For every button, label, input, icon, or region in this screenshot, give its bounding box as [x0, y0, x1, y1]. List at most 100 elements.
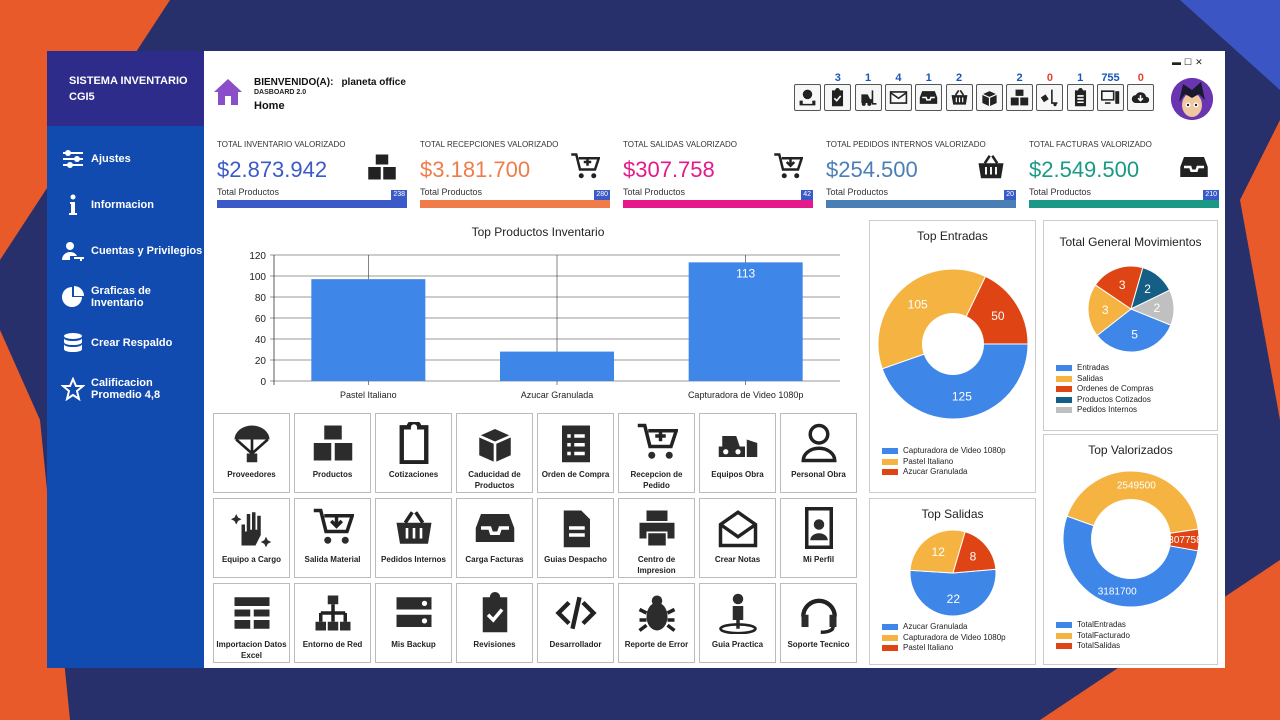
tile-pedidos-internos[interactable]: Pedidos Internos [375, 498, 452, 578]
minimize-button[interactable]: ▬ [1172, 57, 1184, 67]
tile-caducidad-de-productos[interactable]: Caducidad de Productos [456, 413, 533, 493]
sliders-icon [63, 150, 83, 168]
sidebar-item-user-key[interactable]: Cuentas y Privilegios [47, 228, 204, 274]
toolbar-button-forklift[interactable] [854, 84, 882, 111]
tile-revisiones[interactable]: Revisiones [456, 583, 533, 663]
database-icon [64, 333, 82, 352]
slice-label: 307758 [1168, 535, 1202, 546]
donut-chart: 125 105 50 [877, 268, 1029, 420]
tile-guia-practica[interactable]: Guia Practica [699, 583, 776, 663]
legend-label: Capturadora de Video 1080p [903, 446, 1006, 455]
toolbar-button-basket[interactable] [945, 84, 973, 111]
tile-orden-de-compra[interactable]: Orden de Compra [537, 413, 614, 493]
clipboard-check-icon [482, 592, 508, 633]
inbox-icon [919, 91, 938, 104]
tile-label: Mi Perfil [802, 555, 835, 564]
kpi-title: TOTAL SALIDAS VALORIZADO [623, 140, 737, 149]
money-tray-icon [799, 89, 816, 106]
sidebar-item-pie-chart[interactable]: Graficas de Inventario [47, 274, 204, 320]
toolbar-badge: 1 [925, 72, 932, 84]
legend-item: Ordenes de Compras [1056, 384, 1153, 395]
basket-icon [951, 89, 967, 105]
welcome-line: BIENVENIDO(A): planeta office [254, 77, 406, 88]
restore-button[interactable]: ☐ [1184, 57, 1196, 67]
y-tick-label: 120 [249, 251, 266, 262]
kpi-bar [623, 200, 813, 208]
header: BIENVENIDO(A): planeta office DASBOARD 2.… [204, 51, 1225, 129]
tile-carga-facturas[interactable]: Carga Facturas [456, 498, 533, 578]
toolbar-button-open-box[interactable] [975, 84, 1003, 111]
slice-label: 50 [991, 309, 1005, 323]
legend-label: Azucar Granulada [903, 467, 968, 476]
tile-reporte-de-error[interactable]: Reporte de Error [618, 583, 695, 663]
legend-swatch [1056, 375, 1072, 382]
tile-centro-de-impresion[interactable]: Centro de Impresion [618, 498, 695, 578]
tile-crear-notas[interactable]: Crear Notas [699, 498, 776, 578]
close-button[interactable]: ✕ [1195, 57, 1206, 67]
tile-cotizaciones[interactable]: Cotizaciones [375, 413, 452, 493]
toolbar-button-computer[interactable] [1097, 84, 1124, 111]
tile-label: Caducidad de Productos [468, 470, 521, 490]
toolbar-button-cloud-download[interactable] [1127, 84, 1155, 111]
tile-mis-backup[interactable]: Mis Backup [375, 583, 452, 663]
toolbar-button-money-tray[interactable] [794, 84, 821, 111]
tile-label: Guias Despacho [544, 555, 607, 564]
tile-equipos-obra[interactable]: Equipos Obra [699, 413, 776, 493]
toolbar-badge: 0 [1137, 72, 1144, 84]
sidebar-item-sliders[interactable]: Ajustes [47, 136, 204, 182]
sidebar-item-info[interactable]: Informacion [47, 182, 204, 228]
bulldozer-icon [718, 436, 758, 457]
y-tick-label: 0 [260, 377, 266, 388]
welcome-label: BIENVENIDO(A): [254, 77, 334, 88]
app-window: SISTEMA INVENTARIO CGI5 Ajustes Informacio… [47, 51, 1225, 668]
toolbar-button-inbox[interactable] [915, 84, 943, 111]
cart-arrow-icon [774, 153, 803, 179]
tile-guias-despacho[interactable]: Guias Despacho [537, 498, 614, 578]
tile-importacion-datos-excel[interactable]: Importacion Datos Excel [213, 583, 290, 663]
tile-productos[interactable]: Productos [294, 413, 371, 493]
basket-icon [396, 511, 432, 544]
toolbar-button-truck-loading[interactable] [1036, 84, 1064, 111]
tile-proveedores[interactable]: Proveedores [213, 413, 290, 493]
kpi-bar [826, 200, 1016, 208]
tile-recepcion-de-pedido[interactable]: Recepcion de Pedido [618, 413, 695, 493]
legend-swatch [882, 645, 898, 652]
pie-slice [1129, 289, 1175, 326]
toolbar-button-mail[interactable] [884, 84, 912, 111]
pie-chart: 5 33 22 [1087, 265, 1175, 353]
legend-label: Salidas [1077, 373, 1104, 383]
clipboard-icon [399, 422, 429, 464]
home-icon[interactable] [212, 77, 244, 107]
toolbar-button-clipboard-check[interactable] [824, 84, 852, 111]
cart-plus-icon [637, 423, 678, 459]
kpi-count: 42 [801, 190, 813, 200]
kpi-title: TOTAL FACTURAS VALORIZADO [1029, 140, 1152, 149]
avatar[interactable] [1171, 78, 1213, 120]
tile-salida-material[interactable]: Salida Material [294, 498, 371, 578]
tile-entorno-de-red[interactable]: Entorno de Red [294, 583, 371, 663]
kpi-card: TOTAL INVENTARIO VALORIZADO $2.873.942 Tot… [211, 132, 407, 209]
legend-swatch [882, 448, 898, 455]
tile-soporte-tecnico[interactable]: Soporte Tecnico [780, 583, 857, 663]
kpi-count: 20 [1004, 190, 1016, 200]
legend-label: TotalSalidas [1077, 641, 1121, 650]
id-badge-icon [805, 507, 833, 549]
app-title: SISTEMA INVENTARIO [69, 75, 188, 87]
app-brand: SISTEMA INVENTARIO CGI5 [47, 51, 204, 126]
sidebar-item-star[interactable]: Calificacion Promedio 4,8 [47, 366, 204, 412]
tile-equipo-a-cargo[interactable]: Equipo a Cargo [213, 498, 290, 578]
parachute-icon [234, 425, 270, 463]
sidebar-item-database[interactable]: Crear Respaldo [47, 320, 204, 366]
tile-desarrollador[interactable]: Desarrollador [537, 583, 614, 663]
tile-label: Soporte Tecnico [787, 640, 850, 649]
legend-label: Ordenes de Compras [1077, 384, 1154, 393]
toolbar-button-boxes[interactable] [1006, 84, 1034, 111]
tile-personal-obra[interactable]: Personal Obra [780, 413, 857, 493]
legend-label: Pastel Italiano [903, 643, 954, 652]
legend-swatch [1056, 407, 1072, 414]
tile-mi-perfil[interactable]: Mi Perfil [780, 498, 857, 578]
tile-label: Reporte de Error [624, 640, 689, 649]
legend-swatch [1056, 365, 1072, 372]
toolbar-button-clipboard-list[interactable] [1066, 84, 1094, 111]
legend-swatch [882, 469, 898, 476]
